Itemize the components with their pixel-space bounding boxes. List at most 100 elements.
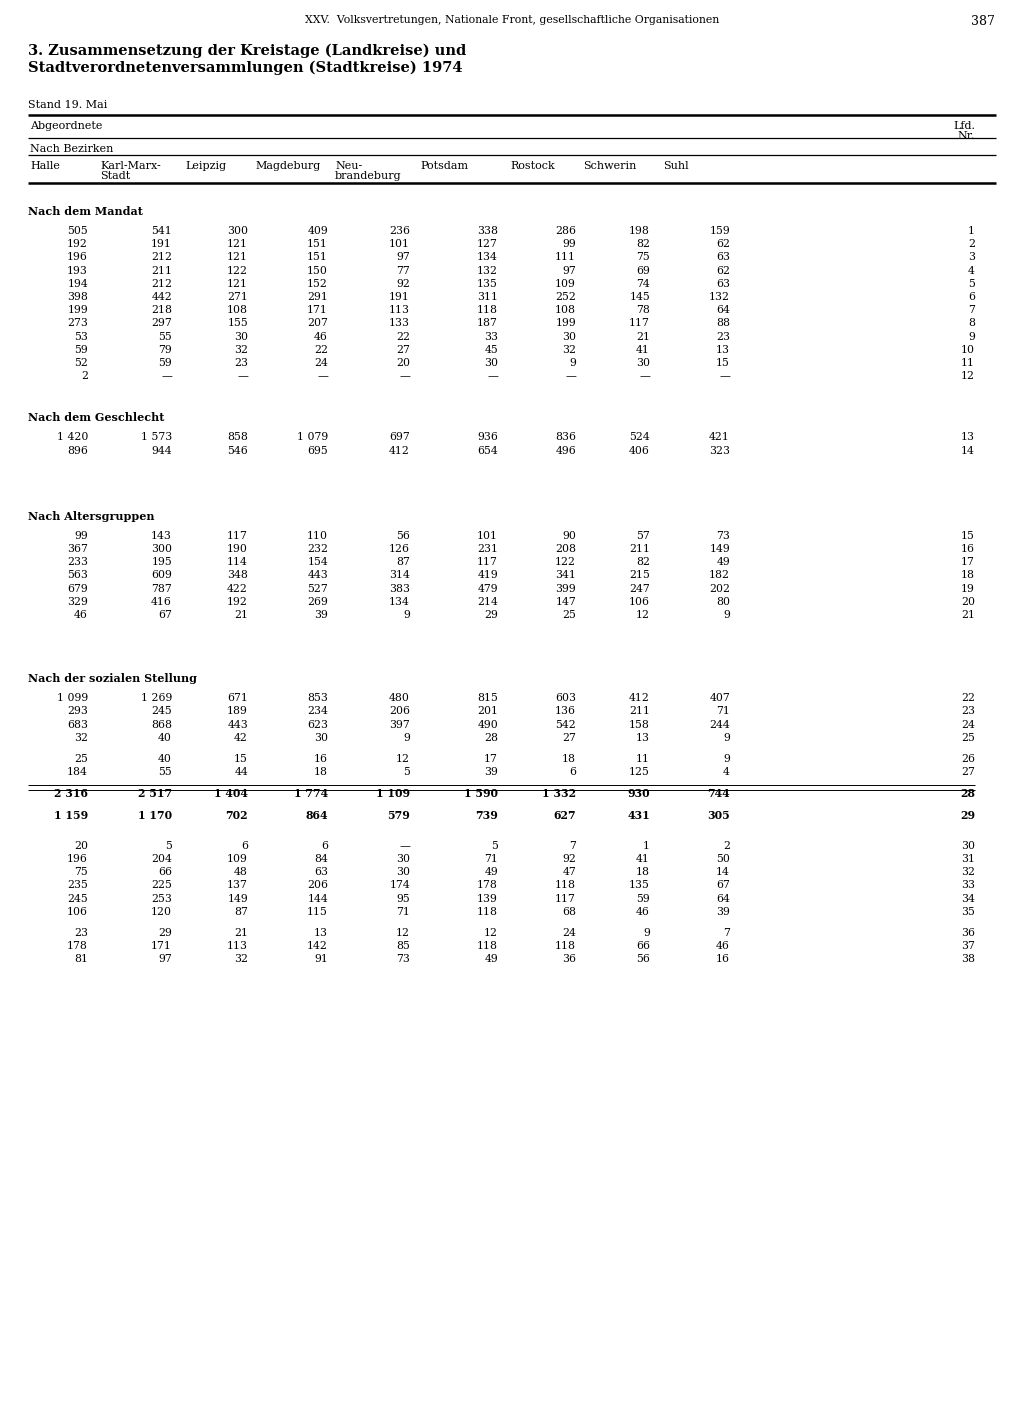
Text: 117: 117 (477, 557, 498, 567)
Text: 115: 115 (307, 907, 328, 917)
Text: 39: 39 (314, 610, 328, 620)
Text: 247: 247 (630, 584, 650, 594)
Text: 39: 39 (716, 907, 730, 917)
Text: 253: 253 (152, 894, 172, 904)
Text: 231: 231 (477, 544, 498, 554)
Text: 930: 930 (628, 789, 650, 800)
Text: 541: 541 (152, 226, 172, 236)
Text: Leipzig: Leipzig (185, 161, 226, 171)
Text: 30: 30 (562, 331, 575, 341)
Text: 16: 16 (716, 955, 730, 965)
Text: 5: 5 (968, 279, 975, 288)
Text: 149: 149 (710, 544, 730, 554)
Text: 398: 398 (68, 291, 88, 303)
Text: 82: 82 (636, 557, 650, 567)
Text: Nach der sozialen Stellung: Nach der sozialen Stellung (28, 674, 197, 684)
Text: 199: 199 (68, 306, 88, 315)
Text: 121: 121 (227, 239, 248, 249)
Text: 34: 34 (962, 894, 975, 904)
Text: 13: 13 (314, 928, 328, 938)
Text: 147: 147 (555, 597, 575, 607)
Text: 97: 97 (159, 955, 172, 965)
Text: 387: 387 (971, 16, 995, 28)
Text: 858: 858 (227, 432, 248, 442)
Text: 30: 30 (234, 331, 248, 341)
Text: 120: 120 (151, 907, 172, 917)
Text: 75: 75 (75, 867, 88, 877)
Text: 623: 623 (307, 719, 328, 729)
Text: 198: 198 (629, 226, 650, 236)
Text: 110: 110 (307, 531, 328, 541)
Text: 171: 171 (152, 941, 172, 951)
Text: 7: 7 (723, 928, 730, 938)
Text: 23: 23 (716, 331, 730, 341)
Text: 136: 136 (555, 706, 575, 716)
Text: 338: 338 (477, 226, 498, 236)
Text: 194: 194 (68, 279, 88, 288)
Text: 74: 74 (636, 279, 650, 288)
Text: 41: 41 (636, 854, 650, 864)
Text: 106: 106 (629, 597, 650, 607)
Text: 1 774: 1 774 (294, 789, 328, 800)
Text: 117: 117 (227, 531, 248, 541)
Text: 412: 412 (629, 693, 650, 703)
Text: 73: 73 (396, 955, 410, 965)
Text: 22: 22 (396, 331, 410, 341)
Text: 18: 18 (636, 867, 650, 877)
Text: 311: 311 (477, 291, 498, 303)
Text: —: — (238, 371, 248, 381)
Text: 53: 53 (74, 331, 88, 341)
Text: 323: 323 (709, 446, 730, 456)
Text: 16: 16 (961, 544, 975, 554)
Text: 33: 33 (484, 331, 498, 341)
Text: 135: 135 (629, 881, 650, 891)
Text: 121: 121 (227, 253, 248, 263)
Text: 207: 207 (307, 318, 328, 328)
Text: 9: 9 (643, 928, 650, 938)
Text: 99: 99 (562, 239, 575, 249)
Text: 5: 5 (165, 841, 172, 851)
Text: 85: 85 (396, 941, 410, 951)
Text: 206: 206 (389, 706, 410, 716)
Text: 2: 2 (968, 239, 975, 249)
Text: 305: 305 (708, 810, 730, 820)
Text: 234: 234 (307, 706, 328, 716)
Text: 113: 113 (389, 306, 410, 315)
Text: 442: 442 (152, 291, 172, 303)
Text: 118: 118 (477, 907, 498, 917)
Text: Nach dem Mandat: Nach dem Mandat (28, 206, 143, 217)
Text: 1 079: 1 079 (297, 432, 328, 442)
Text: Lfd.: Lfd. (953, 121, 975, 131)
Text: 109: 109 (227, 854, 248, 864)
Text: 20: 20 (961, 597, 975, 607)
Text: 17: 17 (484, 755, 498, 764)
Text: 135: 135 (477, 279, 498, 288)
Text: 1 159: 1 159 (54, 810, 88, 820)
Text: 192: 192 (68, 239, 88, 249)
Text: 496: 496 (555, 446, 575, 456)
Text: 542: 542 (555, 719, 575, 729)
Text: 26: 26 (961, 755, 975, 764)
Text: 171: 171 (307, 306, 328, 315)
Text: 1 404: 1 404 (214, 789, 248, 800)
Text: 113: 113 (227, 941, 248, 951)
Text: 609: 609 (152, 570, 172, 580)
Text: 416: 416 (152, 597, 172, 607)
Text: 11: 11 (961, 358, 975, 368)
Text: 174: 174 (389, 881, 410, 891)
Text: 2 517: 2 517 (138, 789, 172, 800)
Text: 118: 118 (555, 881, 575, 891)
Text: 178: 178 (477, 881, 498, 891)
Text: 49: 49 (716, 557, 730, 567)
Text: 787: 787 (152, 584, 172, 594)
Text: 16: 16 (314, 755, 328, 764)
Text: 150: 150 (307, 266, 328, 276)
Text: 490: 490 (477, 719, 498, 729)
Text: 4: 4 (723, 767, 730, 777)
Text: 28: 28 (484, 733, 498, 743)
Text: 56: 56 (636, 955, 650, 965)
Text: 6: 6 (569, 767, 575, 777)
Text: 97: 97 (396, 253, 410, 263)
Text: Stadt: Stadt (100, 171, 130, 180)
Text: 815: 815 (477, 693, 498, 703)
